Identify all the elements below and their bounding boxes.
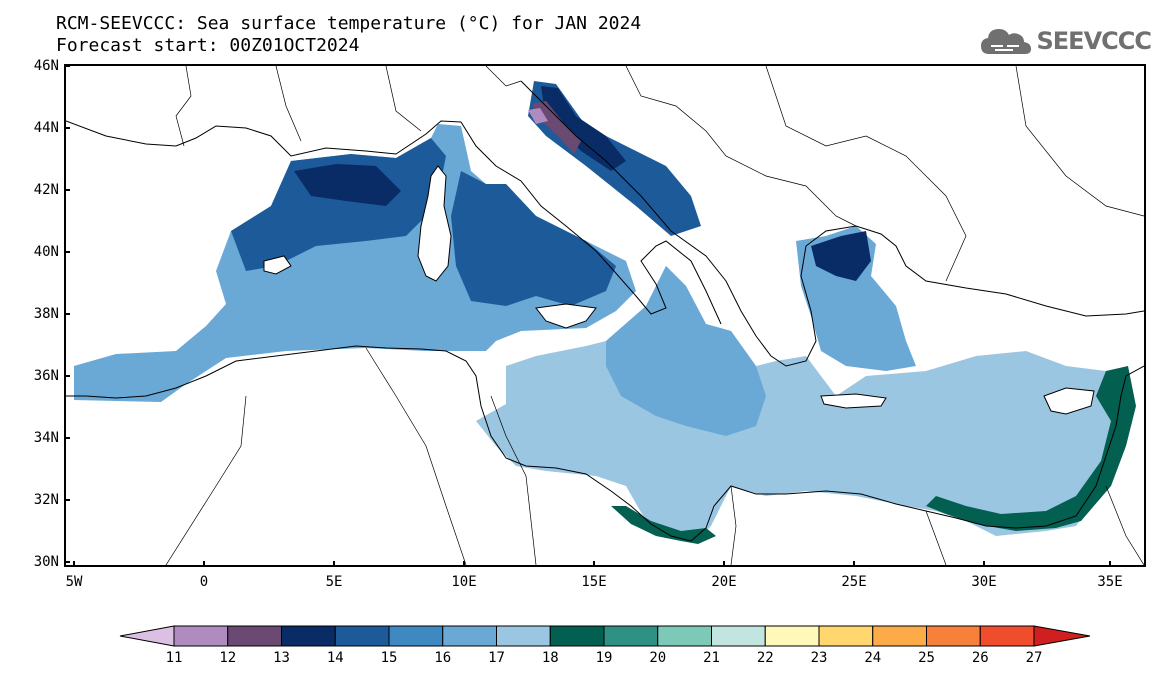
lon-label: 5E	[325, 574, 343, 590]
lat-tick	[64, 65, 70, 67]
sea-northern-adriatic-coast	[532, 101, 581, 154]
lat-tick	[64, 561, 70, 563]
colorbar-under-triangle	[119, 625, 175, 647]
island-crete	[820, 393, 887, 409]
colorbar-label: 17	[488, 650, 505, 666]
lon-tick	[333, 561, 335, 567]
lat-label: 34N	[33, 430, 59, 446]
sea-libya-coast	[611, 506, 716, 544]
colorbar-swatch	[657, 625, 712, 647]
lat-label: 38N	[33, 306, 59, 322]
sea-gulf-of-lion	[231, 138, 446, 271]
colorbar-swatch	[872, 625, 927, 647]
lat-label: 32N	[33, 492, 59, 508]
sea-levantine-coast	[926, 366, 1136, 531]
sea-venice-lagoon	[528, 108, 548, 124]
lon-tick	[853, 561, 855, 567]
lon-tick	[463, 561, 465, 567]
country-borders	[165, 66, 1144, 565]
sea-tyrrhenian	[451, 171, 616, 306]
lon-tick	[723, 561, 725, 567]
lon-label: 0	[199, 574, 209, 590]
colorbar-label: 16	[434, 650, 452, 666]
lon-label: 25E	[841, 574, 867, 590]
colorbar	[119, 625, 1091, 647]
colorbar-label: 20	[649, 650, 667, 666]
forecast-start-subtitle: Forecast start: 00Z01OCT2024	[56, 35, 360, 56]
map-title: RCM-SEEVCCC: Sea surface temperature (°C…	[56, 13, 642, 34]
colorbar-swatch	[281, 625, 336, 647]
map-frame	[64, 64, 1146, 567]
lat-tick	[64, 251, 70, 253]
colorbar-label: 26	[971, 650, 989, 666]
lon-label: 30E	[971, 574, 997, 590]
sea-northern-aegean	[811, 231, 871, 281]
colorbar-label: 18	[541, 650, 559, 666]
colorbar-swatch	[603, 625, 659, 647]
colorbar-swatch	[442, 625, 497, 647]
lon-tick	[203, 561, 205, 567]
colorbar-swatch	[227, 625, 282, 647]
lat-label: 46N	[33, 58, 59, 74]
colorbar-swatch	[711, 625, 766, 647]
island-corsica-sardinia	[417, 165, 452, 282]
colorbar-label: 22	[756, 650, 774, 666]
lat-tick	[64, 313, 70, 315]
lat-tick	[64, 437, 70, 439]
colorbar-label: 12	[219, 650, 237, 666]
colorbar-label: 27	[1025, 650, 1043, 666]
lon-tick	[593, 561, 595, 567]
colorbar-label: 21	[703, 650, 720, 666]
colorbar-label: 23	[810, 650, 828, 666]
colorbar-label: 24	[864, 650, 882, 666]
island-mallorca	[263, 255, 292, 275]
lat-label: 36N	[33, 368, 59, 384]
colorbar-swatch	[979, 625, 1035, 647]
lon-tick	[1109, 561, 1111, 567]
lat-tick	[64, 375, 70, 377]
colorbar-label: 13	[273, 650, 290, 666]
colorbar-label: 15	[380, 650, 398, 666]
lon-label: 35E	[1097, 574, 1123, 590]
lat-label: 40N	[33, 244, 59, 260]
colorbar-over-triangle	[1033, 625, 1091, 647]
colorbar-swatch	[334, 625, 390, 647]
lat-label: 44N	[33, 120, 59, 136]
colorbar-swatch	[549, 625, 605, 647]
coastlines	[66, 80, 1144, 542]
lat-tick	[64, 499, 70, 501]
logo-text: SEEVCCC	[1036, 27, 1152, 55]
cloud-icon	[980, 29, 1031, 54]
island-cyprus	[1043, 387, 1095, 415]
colorbar-label: 14	[326, 650, 344, 666]
colorbar-swatch	[818, 625, 874, 647]
lon-tick	[73, 561, 75, 567]
seevccc-logo: SEEVCCC	[979, 24, 1152, 58]
colorbar-swatch	[388, 625, 444, 647]
lat-label: 42N	[33, 182, 59, 198]
sst-map	[66, 66, 1144, 565]
colorbar-label: 25	[918, 650, 935, 666]
lat-label: 30N	[33, 554, 59, 570]
colorbar-swatch	[173, 625, 229, 647]
lon-tick	[983, 561, 985, 567]
lat-tick	[64, 127, 70, 129]
lat-tick	[64, 189, 70, 191]
sea-northern-adriatic	[541, 86, 626, 171]
lon-label: 10E	[451, 574, 477, 590]
lon-label: 5W	[65, 574, 83, 590]
lon-label: 15E	[581, 574, 607, 590]
colorbar-label: 11	[165, 650, 183, 666]
sea-gulf-of-lion-core	[294, 164, 401, 206]
colorbar-swatch	[496, 625, 551, 647]
colorbar-swatch	[926, 625, 981, 647]
lon-label: 20E	[711, 574, 737, 590]
colorbar-label: 19	[595, 650, 613, 666]
colorbar-swatch	[764, 625, 820, 647]
island-sicily	[535, 303, 597, 329]
